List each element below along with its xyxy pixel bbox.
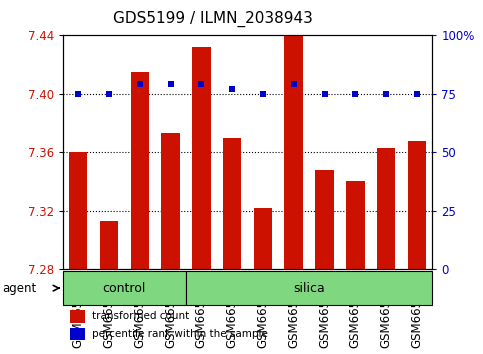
- Text: transformed count: transformed count: [92, 311, 190, 321]
- Point: [259, 91, 267, 97]
- Text: agent: agent: [2, 282, 37, 295]
- Bar: [315, 170, 334, 269]
- Bar: [186, 271, 432, 306]
- Point: [228, 86, 236, 92]
- Point: [105, 91, 113, 97]
- Bar: [408, 141, 426, 269]
- Point: [382, 91, 390, 97]
- Bar: [130, 72, 149, 269]
- Bar: [69, 152, 87, 269]
- Text: control: control: [103, 282, 146, 295]
- Bar: [70, 328, 85, 341]
- Point: [74, 91, 82, 97]
- Bar: [70, 310, 85, 323]
- Point: [352, 91, 359, 97]
- Point: [321, 91, 328, 97]
- Bar: [284, 35, 303, 269]
- Point: [198, 82, 205, 87]
- Text: percentile rank within the sample: percentile rank within the sample: [92, 329, 268, 339]
- Point: [167, 82, 174, 87]
- Bar: [63, 271, 186, 306]
- Bar: [223, 138, 242, 269]
- Bar: [377, 148, 395, 269]
- Point: [290, 82, 298, 87]
- Bar: [192, 47, 211, 269]
- Bar: [161, 133, 180, 269]
- Text: GDS5199 / ILMN_2038943: GDS5199 / ILMN_2038943: [113, 10, 313, 27]
- Point: [413, 91, 421, 97]
- Bar: [254, 208, 272, 269]
- Bar: [346, 182, 365, 269]
- Text: silica: silica: [293, 282, 325, 295]
- Point: [136, 82, 143, 87]
- Bar: [99, 221, 118, 269]
